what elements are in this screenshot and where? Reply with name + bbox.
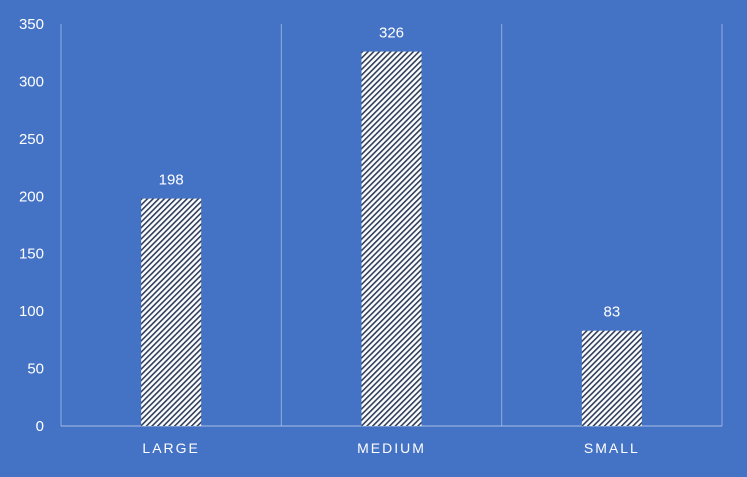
y-tick-label: 150 [19, 246, 44, 263]
data-label: 326 [379, 25, 404, 42]
data-labels: 198 326 83 [159, 25, 621, 321]
y-tick-label: 200 [19, 188, 44, 205]
y-tick-label: 350 [19, 16, 44, 33]
y-axis-tick-labels: 0 50 100 150 200 250 300 350 [19, 16, 44, 435]
x-tick-label: SMALL [584, 440, 640, 456]
y-tick-label: 0 [36, 418, 44, 435]
x-tick-label: MEDIUM [357, 440, 426, 456]
bar-large [141, 198, 202, 426]
x-tick-label: LARGE [142, 440, 199, 456]
grid-lines [60, 24, 723, 426]
bars [141, 51, 642, 427]
y-tick-label: 100 [19, 303, 44, 320]
y-tick-label: 300 [19, 73, 44, 90]
y-tick-label: 50 [27, 361, 44, 378]
bar-medium [361, 51, 422, 427]
data-label: 198 [159, 172, 184, 189]
y-tick-label: 250 [19, 131, 44, 148]
data-label: 83 [603, 304, 620, 321]
bar-small [581, 330, 642, 426]
x-axis-tick-labels: LARGE MEDIUM SMALL [142, 440, 640, 456]
